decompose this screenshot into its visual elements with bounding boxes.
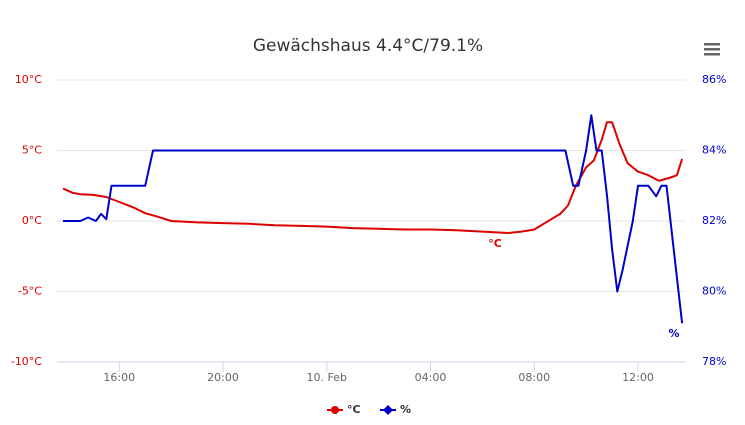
legend-item[interactable]: °C <box>327 403 361 416</box>
menu-bar[interactable] <box>704 48 720 51</box>
x-tick-label: 12:00 <box>622 371 654 384</box>
y-tick-label: 5°C <box>22 144 42 157</box>
y2-tick-label: 84% <box>702 144 726 157</box>
menu-bar[interactable] <box>704 43 720 46</box>
x-tick-label: 08:00 <box>518 371 550 384</box>
legend-label: °C <box>347 403 361 416</box>
y2-tick-label: 86% <box>702 73 726 86</box>
legend-item[interactable]: % <box>380 403 411 416</box>
y-tick-label: -5°C <box>18 285 42 298</box>
menu-button[interactable] <box>704 43 720 56</box>
chart-title: Gewächshaus 4.4°C/79.1% <box>253 36 483 56</box>
legend-marker <box>383 405 393 415</box>
y2-tick-label: 82% <box>702 214 726 227</box>
y-tick-label: -10°C <box>11 355 42 368</box>
series-line <box>63 114 684 324</box>
menu-bar[interactable] <box>704 53 720 56</box>
series-label: °C <box>488 237 502 250</box>
series-line <box>62 121 684 234</box>
x-tick-label: 16:00 <box>103 371 135 384</box>
series-label: % <box>668 327 679 340</box>
x-tick-label: 04:00 <box>415 371 447 384</box>
x-tick-label: 20:00 <box>207 371 239 384</box>
y2-tick-label: 78% <box>702 355 726 368</box>
legend-label: % <box>400 403 411 416</box>
legend: °C% <box>327 403 411 416</box>
y-tick-label: 0°C <box>22 214 42 227</box>
legend-marker <box>331 406 339 414</box>
x-tick-label: 10. Feb <box>307 371 347 384</box>
y-tick-label: 10°C <box>15 73 42 86</box>
y2-tick-label: 80% <box>702 285 726 298</box>
